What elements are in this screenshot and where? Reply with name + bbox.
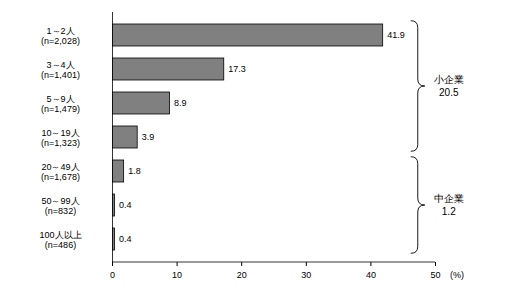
- svg-text:0: 0: [110, 270, 115, 280]
- svg-text:20～49人(n=1,678): 20～49人(n=1,678): [41, 162, 80, 182]
- svg-text:(%): (%): [450, 270, 464, 280]
- svg-text:50～99人(n=832): 50～99人(n=832): [41, 196, 79, 216]
- svg-text:50: 50: [430, 270, 440, 280]
- svg-text:1.8: 1.8: [128, 166, 141, 176]
- svg-text:0.4: 0.4: [119, 200, 132, 210]
- svg-text:40: 40: [366, 270, 376, 280]
- svg-text:10～19人(n=1,323): 10～19人(n=1,323): [41, 128, 80, 148]
- svg-text:1.2: 1.2: [442, 206, 456, 217]
- svg-text:中企業: 中企業: [434, 193, 464, 204]
- svg-text:17.3: 17.3: [228, 64, 246, 74]
- svg-text:20: 20: [237, 270, 247, 280]
- svg-text:1～2人(n=2,028): 1～2人(n=2,028): [41, 26, 80, 46]
- svg-text:41.9: 41.9: [387, 30, 405, 40]
- svg-text:3～4人(n=1,401): 3～4人(n=1,401): [41, 60, 80, 80]
- svg-text:10: 10: [172, 270, 182, 280]
- svg-text:8.9: 8.9: [174, 98, 187, 108]
- svg-text:3.9: 3.9: [142, 132, 155, 142]
- svg-text:100人以上(n=486): 100人以上(n=486): [39, 230, 81, 250]
- svg-text:5～9人(n=1,479): 5～9人(n=1,479): [41, 94, 80, 114]
- svg-text:小企業: 小企業: [434, 74, 464, 85]
- svg-text:0.4: 0.4: [119, 234, 132, 244]
- svg-text:30: 30: [301, 270, 311, 280]
- svg-text:20.5: 20.5: [439, 87, 459, 98]
